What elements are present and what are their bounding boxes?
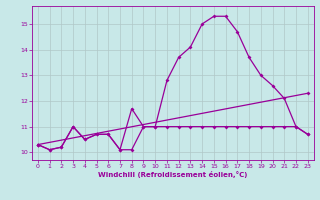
X-axis label: Windchill (Refroidissement éolien,°C): Windchill (Refroidissement éolien,°C): [98, 171, 247, 178]
